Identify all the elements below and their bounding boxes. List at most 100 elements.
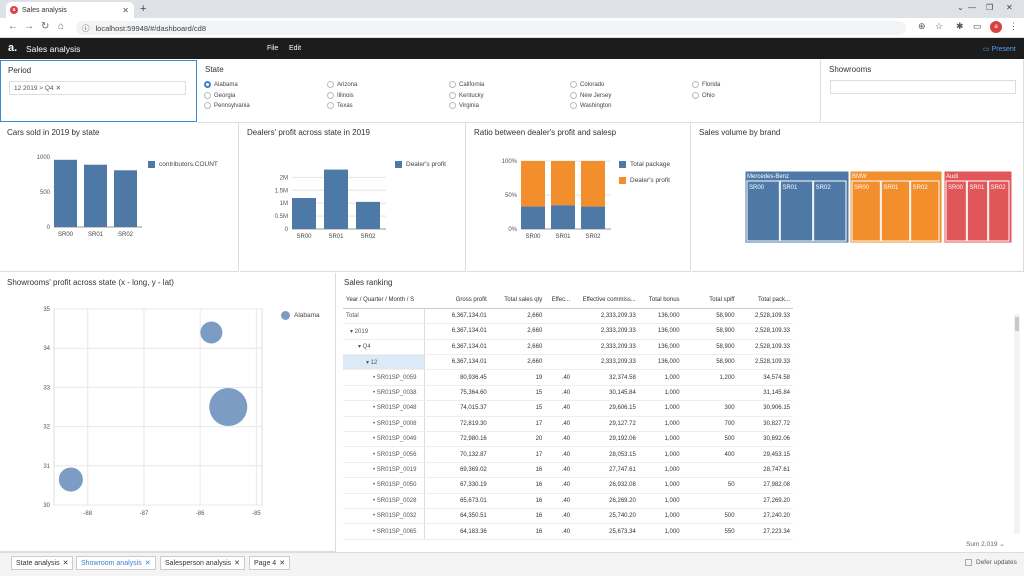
radio-button[interactable] xyxy=(449,81,456,88)
chevron-down-icon[interactable]: ⌄ xyxy=(957,3,964,12)
back-icon[interactable]: ← xyxy=(8,21,18,32)
state-option[interactable]: Pennsylvania xyxy=(204,102,250,109)
radio-button[interactable] xyxy=(449,102,456,109)
bookmark-star-icon[interactable]: ☆ xyxy=(935,21,944,31)
column-header[interactable]: Effective commiss... xyxy=(573,293,639,309)
radio-button[interactable] xyxy=(204,92,211,99)
column-header[interactable]: Year / Quarter / Month / S xyxy=(343,293,425,309)
table-cell: 6,367,134.01 xyxy=(424,339,490,356)
menu-file[interactable]: File xyxy=(267,45,279,52)
new-tab-icon[interactable]: + xyxy=(140,3,147,15)
state-option[interactable]: Georgia xyxy=(204,92,235,99)
period-filter-input[interactable]: 12 2019 > Q4 ✕ xyxy=(9,81,186,95)
table-cell: Total xyxy=(343,308,426,325)
table-row[interactable]: • SR01SP_0065 64,183.36 16.40 25,673.34 1,00… xyxy=(343,523,793,540)
close-window-icon[interactable]: ✕ xyxy=(1006,3,1013,12)
extensions-icon[interactable]: ✱ xyxy=(956,21,964,31)
info-icon: ⓘ xyxy=(82,23,90,33)
table-row[interactable]: • SR01SP_0050 67,330.19 16.40 26,932.08 1,00… xyxy=(343,477,793,494)
table-row[interactable]: • SR01SP_0019 69,369.02 16.40 27,747.61 1,00… xyxy=(343,462,793,479)
table-row[interactable]: Total 6,367,134.01 2,660 2,333,209.33 136,00… xyxy=(343,308,793,325)
state-option[interactable]: New Jersey xyxy=(570,92,611,99)
table-row[interactable]: ▾ Q4 6,367,134.01 2,660 2,333,209.33 136,000… xyxy=(343,339,793,356)
sheet-tab[interactable]: Salesperson analysis ✕ xyxy=(160,556,246,570)
table-row[interactable]: • SR01SP_0008 72,819.30 17.40 29,127.72 1,00… xyxy=(343,416,793,433)
y-tick-label: 30 xyxy=(43,503,50,509)
table-row[interactable]: • SR01SP_0048 74,015.37 15.40 29,606.15 1,00… xyxy=(343,400,793,417)
radio-button[interactable] xyxy=(449,92,456,99)
state-option[interactable]: Washington xyxy=(570,102,611,109)
table-cell: 58,900 xyxy=(682,308,738,325)
state-option-label: Florida xyxy=(702,81,721,88)
state-option[interactable]: California xyxy=(449,81,484,88)
radio-button[interactable] xyxy=(204,102,211,109)
sheet-tab[interactable]: State analysis ✕ xyxy=(11,556,74,570)
sheet-tab[interactable]: Showroom analysis ✕ xyxy=(76,556,156,570)
profile-avatar[interactable]: a xyxy=(990,21,1002,33)
sheet-tab[interactable]: Page 4 ✕ xyxy=(249,556,291,570)
close-sheet-icon[interactable]: ✕ xyxy=(279,560,286,567)
column-header[interactable]: Total sales qty xyxy=(489,293,546,309)
state-option[interactable]: Alabama xyxy=(204,81,238,88)
cars-sold-legend: contributors.COUNT xyxy=(148,161,218,168)
table-row[interactable]: ▾ 2019 6,367,134.01 2,660 2,333,209.33 136,0… xyxy=(343,323,793,340)
close-tab-icon[interactable]: ✕ xyxy=(122,5,129,15)
state-option[interactable]: Colorado xyxy=(570,81,604,88)
state-option[interactable]: Kentucky xyxy=(449,92,484,99)
table-row[interactable]: • SR01SP_0059 80,936.45 19.40 32,374.58 1,00… xyxy=(343,369,793,386)
table-row[interactable]: • SR01SP_0032 64,350.51 16.40 25,740.20 1,00… xyxy=(343,508,793,525)
radio-button[interactable] xyxy=(327,92,334,99)
table-row[interactable]: • SR01SP_0056 70,132.87 17.40 28,053.15 1,00… xyxy=(343,446,793,463)
table-row[interactable]: • SR01SP_0038 75,364.60 15.40 30,145.84 1,00… xyxy=(343,385,793,402)
radio-button[interactable] xyxy=(570,102,577,109)
column-header[interactable]: Gross profit xyxy=(424,293,490,309)
state-option[interactable]: Texas xyxy=(327,102,353,109)
table-row[interactable]: • SR01SP_0028 65,673.01 16.40 26,269.20 1,00… xyxy=(343,493,793,509)
table-cell: ▾ Q4 xyxy=(343,339,426,356)
radio-button[interactable] xyxy=(327,102,334,109)
radio-button[interactable] xyxy=(570,92,577,99)
defer-updates-checkbox[interactable] xyxy=(965,559,972,566)
state-option[interactable]: Arizona xyxy=(327,81,357,88)
column-header[interactable]: Total spiff xyxy=(682,293,738,309)
table-row[interactable]: • SR01SP_0049 72,980.16 20.40 29,192.06 1,00… xyxy=(343,431,793,448)
column-header[interactable]: Total bonus xyxy=(638,293,683,309)
state-option[interactable]: Ohio xyxy=(692,92,715,99)
browser-tab[interactable]: a Sales analysis ✕ xyxy=(6,2,134,18)
table-scrollbar[interactable] xyxy=(1014,314,1020,534)
table-cell: 16 xyxy=(489,523,546,540)
defer-updates-toggle[interactable]: Defer updates xyxy=(965,559,1017,566)
radio-button[interactable] xyxy=(692,81,699,88)
showrooms-filter-input[interactable] xyxy=(830,80,1016,94)
radio-button[interactable] xyxy=(327,81,334,88)
radio-button[interactable] xyxy=(692,92,699,99)
restore-icon[interactable]: ❐ xyxy=(986,3,994,12)
radio-button[interactable] xyxy=(204,81,211,88)
menu-edit[interactable]: Edit xyxy=(289,45,302,52)
table-scrollbar-thumb[interactable] xyxy=(1015,317,1019,331)
sidebar-icon[interactable]: ▭ xyxy=(973,21,982,31)
table-cell: 26,269.20 xyxy=(573,493,639,509)
state-option[interactable]: Virginia xyxy=(449,102,479,109)
table-row[interactable]: ▾ 12 6,367,134.01 2,660 2,333,209.33 136,000… xyxy=(343,354,793,371)
close-sheet-icon[interactable]: ✕ xyxy=(62,560,69,567)
forward-icon[interactable]: → xyxy=(24,21,34,32)
radio-button[interactable] xyxy=(570,81,577,88)
table-cell: 500 xyxy=(682,431,738,448)
install-icon[interactable]: ⊕ xyxy=(918,21,926,31)
y-tick-label: 0% xyxy=(508,227,517,233)
close-sheet-icon[interactable]: ✕ xyxy=(144,560,151,567)
column-header[interactable]: Effec... xyxy=(545,293,574,309)
home-icon[interactable]: ⌂ xyxy=(58,21,65,32)
reload-icon[interactable]: ↻ xyxy=(41,21,50,32)
browser-menu-icon[interactable]: ⋮ xyxy=(1009,21,1018,31)
minimize-icon[interactable]: — xyxy=(968,3,976,12)
remove-chip-icon[interactable]: ✕ xyxy=(55,85,62,92)
sum-dropdown[interactable]: Sum 2,019 ⌄ xyxy=(966,541,1005,548)
close-sheet-icon[interactable]: ✕ xyxy=(234,560,241,567)
state-option[interactable]: Illinois xyxy=(327,92,354,99)
column-header[interactable]: Total pack... xyxy=(737,293,793,309)
url-field[interactable]: ⓘ localhost:59948/#/dashboard/cd8 xyxy=(76,21,906,35)
state-option[interactable]: Florida xyxy=(692,81,720,88)
present-button[interactable]: ▭ Present xyxy=(983,46,1016,53)
